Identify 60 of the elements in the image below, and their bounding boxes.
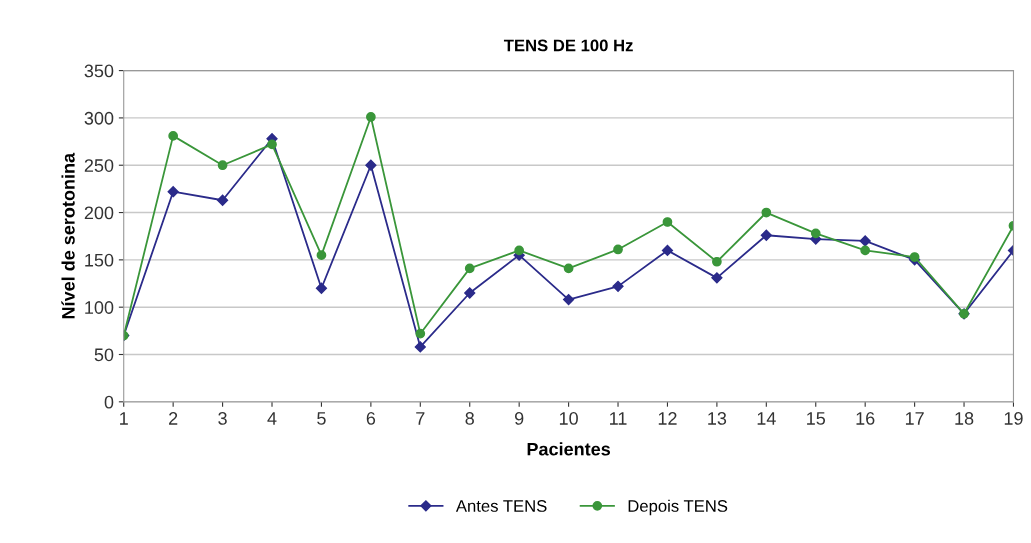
point — [860, 245, 871, 256]
x-tick-label: 13 — [708, 412, 727, 425]
x-tick-label: 11 — [610, 412, 627, 425]
x-tick-label: 16 — [856, 412, 875, 425]
x-tick-label: 2 — [169, 412, 178, 425]
point — [760, 229, 772, 241]
y-tick-label: 300 — [84, 111, 114, 125]
point — [514, 245, 525, 256]
y-tick-label: 250 — [84, 159, 114, 172]
point — [464, 287, 476, 299]
legend-label: Antes TENS — [455, 500, 547, 512]
y-tick-label: 100 — [85, 301, 114, 314]
y-tick-label: 150 — [85, 253, 114, 267]
point — [168, 131, 179, 141]
point — [315, 282, 328, 294]
x-tick-label: 12 — [658, 412, 677, 425]
point — [415, 328, 426, 339]
point — [414, 341, 426, 353]
x-tick-label: 18 — [955, 412, 974, 425]
y-tick-label: 50 — [94, 348, 114, 362]
x-tick-label: 1 — [120, 412, 128, 425]
x-tick-label: 8 — [465, 412, 474, 425]
point — [712, 256, 722, 267]
point — [761, 207, 772, 218]
point — [316, 250, 327, 260]
y-tick-label: 200 — [84, 206, 114, 220]
point — [217, 160, 228, 171]
point — [810, 228, 821, 239]
x-tick-label: 6 — [366, 412, 376, 425]
x-tick-label: 7 — [416, 412, 425, 425]
point — [661, 244, 674, 257]
point — [562, 294, 575, 306]
point — [613, 244, 623, 255]
point — [563, 263, 574, 274]
point — [859, 235, 871, 247]
x-tick-label: 14 — [757, 412, 776, 425]
point — [167, 186, 179, 198]
x-tick-label: 9 — [514, 412, 524, 425]
y-tick-label: 350 — [84, 64, 114, 78]
x-tick-label: 4 — [267, 412, 277, 425]
chart-title: TENS DE 100 Hz — [503, 39, 633, 52]
point — [366, 112, 376, 122]
y-axis-title: Nível de serotonina — [61, 152, 75, 319]
x-tick-label: 5 — [317, 412, 326, 425]
x-tick-label: 3 — [218, 412, 227, 425]
point — [909, 252, 920, 262]
point — [216, 194, 229, 206]
point — [464, 263, 475, 274]
point — [662, 217, 673, 227]
x-tick-label: 17 — [905, 412, 924, 425]
point — [267, 139, 277, 150]
x-tick-label: 10 — [559, 412, 578, 425]
point — [612, 280, 624, 292]
legend-label: Depois TENS — [628, 499, 728, 516]
point — [365, 159, 377, 171]
x-axis-title: Pacientes — [527, 442, 611, 456]
point — [711, 272, 723, 284]
x-tick-label: 15 — [807, 412, 826, 425]
x-tick-label: 19 — [1004, 412, 1023, 425]
y-tick-label: 0 — [104, 395, 114, 409]
